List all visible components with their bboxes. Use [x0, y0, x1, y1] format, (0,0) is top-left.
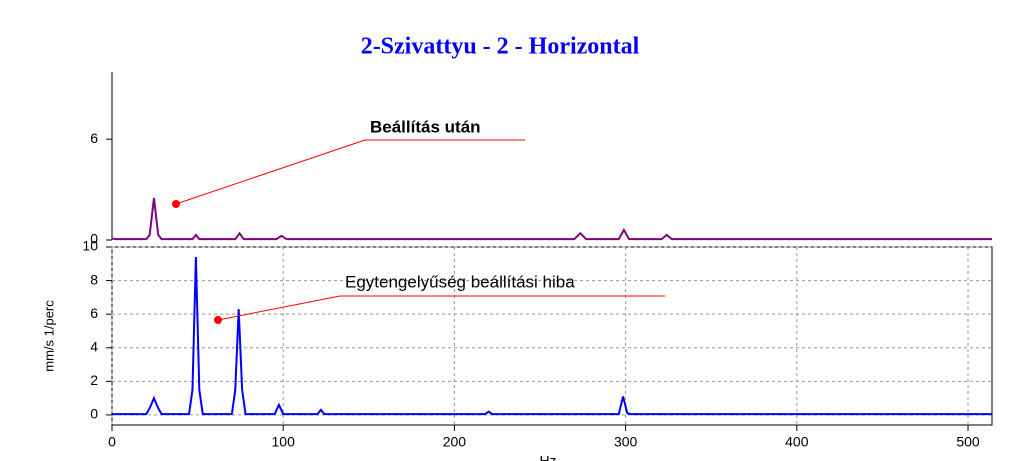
x-tick-label: 500 [956, 434, 980, 450]
x-tick-label: 0 [108, 434, 116, 450]
y-tick-label: 6 [90, 305, 98, 321]
y-tick-label: 10 [82, 238, 98, 254]
spectrum-line [111, 197, 992, 241]
x-tick-label: 200 [443, 434, 467, 450]
spectrum-line [112, 257, 992, 416]
y-tick-label: 6 [90, 130, 98, 146]
annotation: Egytengelyűség beállítási hiba [345, 272, 575, 291]
annotation-line [217, 295, 665, 321]
chart-title: 2-Szivattyu - 2 - Horizontal [361, 34, 640, 60]
y-tick-label: 2 [90, 372, 98, 388]
annotation-dot [172, 200, 180, 208]
annotation-line [175, 139, 525, 205]
annotation: Beállítás után [370, 117, 481, 136]
annotation-dot [214, 316, 222, 324]
x-tick-label: 100 [272, 434, 296, 450]
x-tick-label: 300 [614, 434, 638, 450]
x-axis-label: Hz [539, 453, 556, 461]
y-tick-label: 0 [90, 406, 98, 422]
y-axis-label: mm/s 1/perc [41, 300, 56, 372]
y-tick-label: 4 [90, 338, 98, 354]
x-tick-label: 400 [785, 434, 809, 450]
y-tick-label: 8 [90, 271, 98, 287]
y-tick-label: 0 [90, 231, 98, 247]
